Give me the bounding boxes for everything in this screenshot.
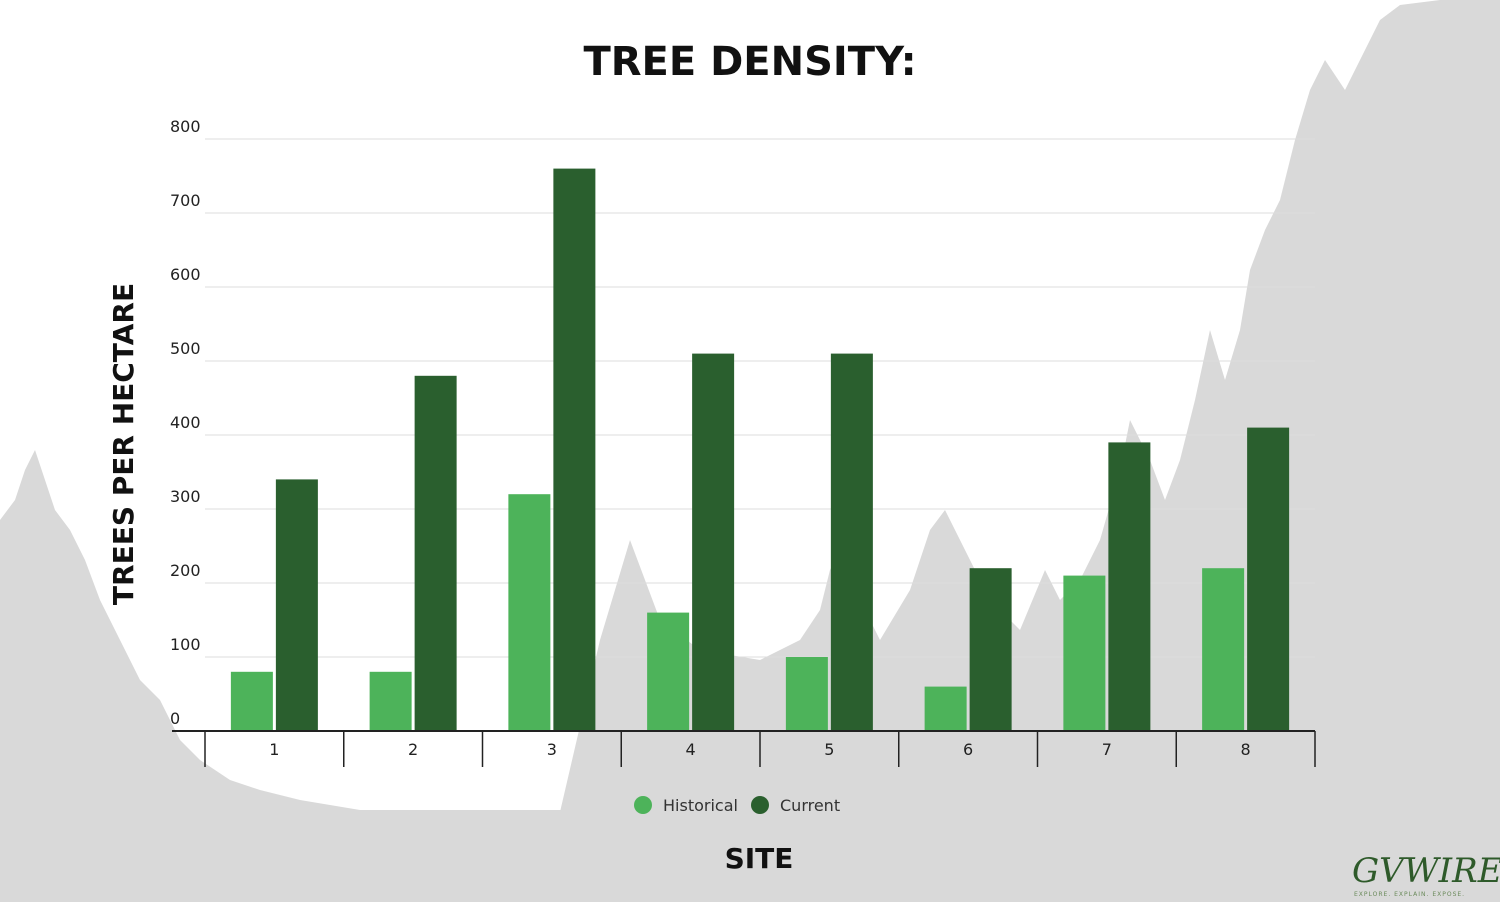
y-tick-label: 500: [170, 339, 201, 358]
logo-tagline: EXPLORE. EXPLAIN. EXPOSE.: [1354, 891, 1465, 898]
bar-historical-site-5: [785, 657, 828, 731]
bar-current-site-7: [1108, 442, 1151, 731]
chart-title: TREE DENSITY:: [583, 39, 916, 85]
bar-current-site-4: [692, 353, 735, 731]
legend-current-swatch: [751, 796, 769, 814]
y-tick-label: 0: [170, 709, 180, 728]
legend: Historical Current: [634, 796, 840, 815]
y-tick-label: 600: [170, 265, 201, 284]
y-tick-label: 700: [170, 191, 201, 210]
x-tick-label: 1: [269, 740, 279, 759]
bar-historical-site-6: [924, 686, 967, 731]
x-axis-label: SITE: [725, 842, 794, 875]
x-tick-label: 3: [547, 740, 557, 759]
legend-current-label: Current: [780, 796, 840, 815]
y-tick-label: 800: [170, 117, 201, 136]
legend-historical-label: Historical: [663, 796, 738, 815]
bar-historical-site-7: [1063, 575, 1106, 731]
x-axis: [172, 730, 1316, 767]
legend-historical-swatch: [634, 796, 652, 814]
bar-historical-site-1: [230, 671, 273, 731]
bar-historical-site-3: [508, 494, 551, 731]
y-tick-label: 100: [170, 635, 201, 654]
x-tick-label: 6: [963, 740, 973, 759]
gvwire-logo: GVWIRE EXPLORE. EXPLAIN. EXPOSE.: [1352, 851, 1500, 898]
y-tick-label: 200: [170, 561, 201, 580]
bars: [230, 168, 1290, 732]
x-tick-label: 7: [1102, 740, 1112, 759]
bar-current-site-3: [553, 168, 596, 732]
bar-current-site-2: [414, 375, 457, 731]
y-tick-label: 400: [170, 413, 201, 432]
logo-wordmark: GVWIRE: [1352, 851, 1500, 891]
y-axis-ticks: 0 100 200 300 400 500 600 700 800: [170, 117, 201, 728]
x-tick-label: 4: [686, 740, 696, 759]
bar-current-site-6: [969, 568, 1012, 731]
bar-historical-site-2: [369, 671, 412, 731]
y-tick-label: 300: [170, 487, 201, 506]
x-tick-label: 2: [408, 740, 418, 759]
x-axis-categories: 1 2 3 4 5 6 7 8: [269, 740, 1250, 759]
bar-current-site-8: [1247, 427, 1290, 731]
bar-historical-site-8: [1202, 568, 1245, 731]
bar-current-site-5: [830, 353, 873, 731]
bar-historical-site-4: [647, 612, 690, 731]
x-tick-label: 8: [1241, 740, 1251, 759]
bar-current-site-1: [275, 479, 318, 731]
y-axis-label: TREES PER HECTARE: [107, 283, 140, 605]
x-tick-label: 5: [824, 740, 834, 759]
